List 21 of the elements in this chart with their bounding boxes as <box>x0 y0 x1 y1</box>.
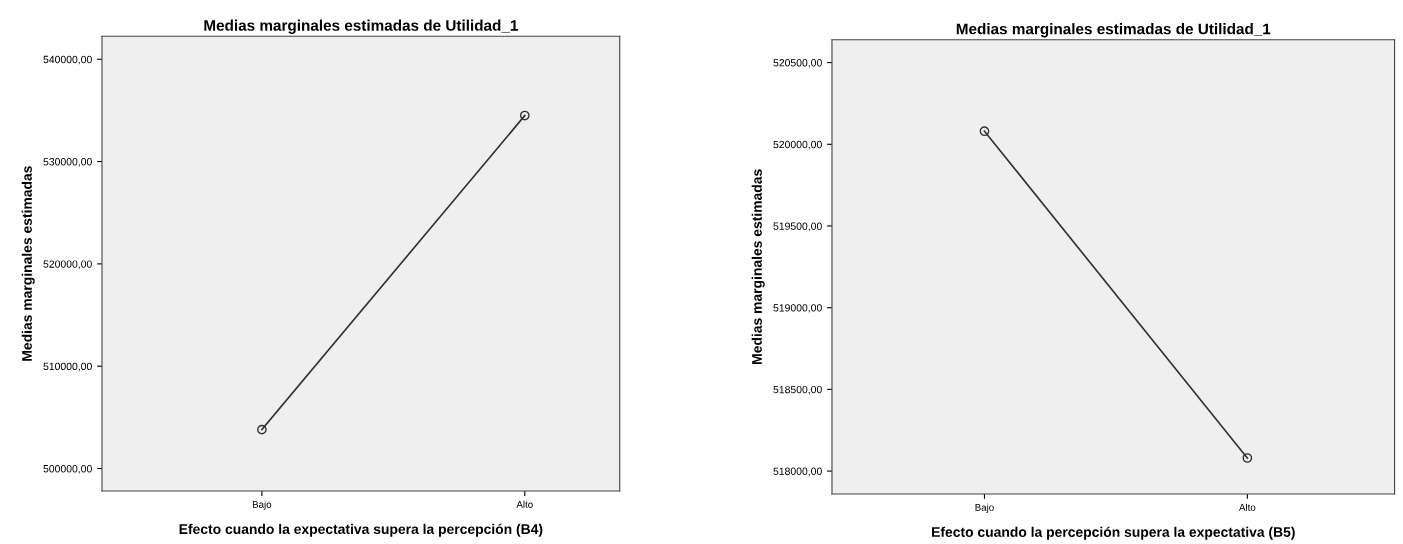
y-tick-label: 540000,00 <box>43 55 92 65</box>
y-tick-label: 520000,00 <box>773 140 822 150</box>
x-axis-title: Efecto cuando la percepción supera la expectativa (B5) <box>932 526 1295 540</box>
x-tick-label: Bajo <box>975 503 994 513</box>
y-tick-label: 510000,00 <box>43 362 92 372</box>
y-tick-label: 519000,00 <box>773 304 822 313</box>
x-axis-title: Efecto cuando la expectativa supera la percepción (B4) <box>179 523 543 537</box>
y-axis-title: Medias marginales estimadas <box>21 166 35 361</box>
y-tick-label: 500000,00 <box>43 465 92 474</box>
y-tick-label: 518000,00 <box>773 467 822 477</box>
y-axis-title: Medias marginales estimadas <box>751 169 765 364</box>
y-tick-label: 520000,00 <box>43 260 92 269</box>
x-tick-label: Alto <box>516 500 533 508</box>
chart-title: Medias marginales estimadas de Utilidad_1 <box>204 19 518 34</box>
y-tick-label: 518500,00 <box>773 385 822 395</box>
y-tick-label: 519500,00 <box>773 222 822 232</box>
y-tick-label: 520500,00 <box>773 59 822 68</box>
chart-title: Medias marginales estimadas de Utilidad_1 <box>956 23 1271 38</box>
x-tick-label: Alto <box>1239 503 1256 511</box>
x-tick-label: Bajo <box>252 500 272 510</box>
y-tick-label: 530000,00 <box>43 158 92 167</box>
